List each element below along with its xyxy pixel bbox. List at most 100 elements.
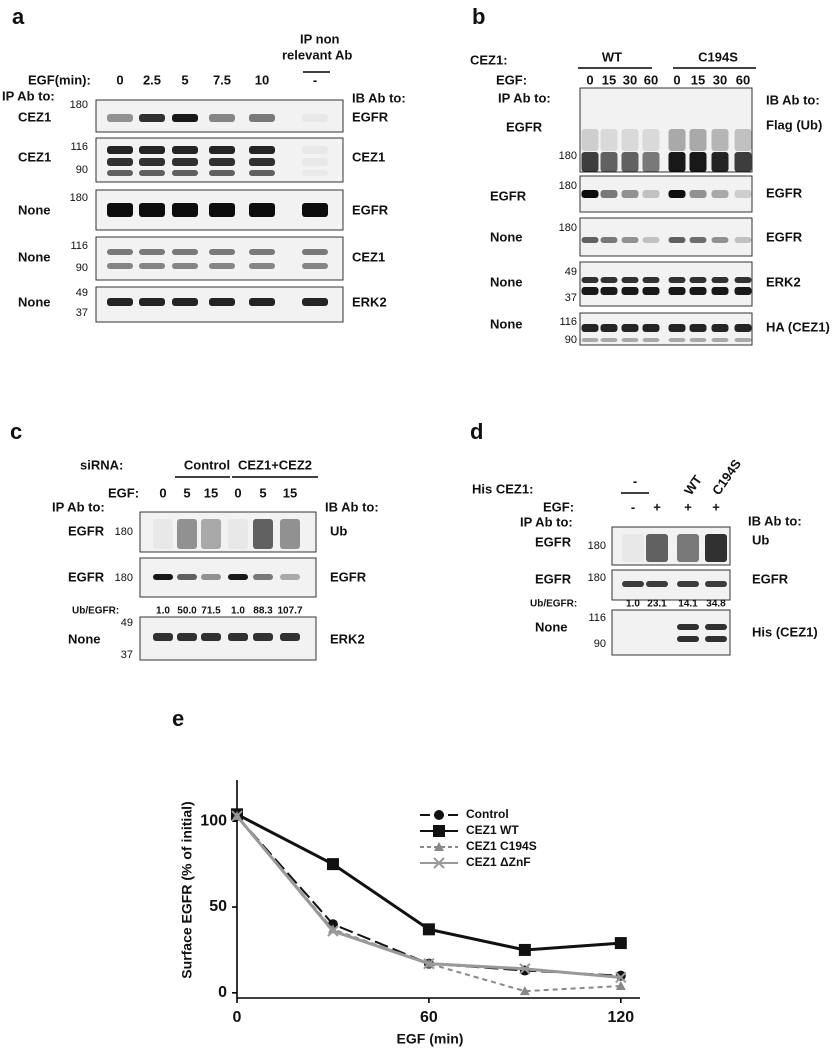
band [621,338,639,342]
band [668,324,686,332]
band [689,129,707,151]
label: EGFR [535,571,572,586]
band [280,519,300,549]
label: + [712,499,720,514]
label: 0 [234,485,241,500]
marker [518,943,531,956]
band [177,574,197,580]
band [280,633,300,641]
label: 23.1 [647,599,667,610]
band [668,287,686,295]
label: 90 [594,638,606,650]
band [600,152,618,172]
band [107,170,133,176]
band [177,633,197,641]
label: C194S [698,49,738,64]
band [302,298,328,306]
label: IB Ab to: [325,499,379,514]
label: EGF: [496,72,527,87]
blot [95,99,344,133]
band [139,114,165,122]
label: EGFR [68,569,105,584]
band [621,152,639,172]
band [668,338,686,342]
band [249,203,275,217]
band [172,203,198,217]
band [646,581,668,587]
label: 2.5 [143,72,161,87]
band [209,298,235,306]
band [228,519,248,549]
label: 30 [713,72,727,87]
label: EGFR [352,109,389,124]
label: - [313,72,317,87]
label: EGF(min): [28,72,91,87]
label: IP Ab to: [2,88,55,103]
label: c [10,419,22,444]
x-tick-label: 120 [607,1009,634,1026]
band [600,190,618,198]
band [302,146,328,154]
marker [433,857,445,869]
label: His (CEZ1) [752,624,818,639]
band [621,287,639,295]
label: CEZ1 [18,149,51,164]
band [302,158,328,166]
label: 60 [736,72,750,87]
label: 34.8 [706,599,726,610]
label: 15 [283,485,297,500]
label: None [490,229,523,244]
band [581,287,599,295]
label: IB Ab to: [352,90,406,105]
marker [326,858,339,871]
band [209,114,235,122]
band [600,338,618,342]
y-tick-label: 100 [200,812,227,829]
band [172,249,198,255]
band [280,574,300,580]
band [621,277,639,283]
marker [434,842,444,851]
band [201,574,221,580]
label: EGF: [543,499,574,514]
band [711,338,729,342]
band [642,237,660,243]
label: 10 [255,72,269,87]
band [668,152,686,172]
label: None [18,202,51,217]
label: His CEZ1: [472,481,533,496]
band [107,249,133,255]
label: 49 [121,617,133,629]
band [228,574,248,580]
label: 180 [559,150,577,162]
band [711,287,729,295]
label: CEZ1: [470,52,508,67]
marker [519,986,530,996]
band [177,519,197,549]
band [153,633,173,641]
label: 116 [588,612,606,624]
label: 180 [115,526,133,538]
band [201,633,221,641]
label: 90 [565,334,577,346]
band [734,152,752,172]
label: 14.1 [678,599,698,610]
band [734,237,752,243]
label: 37 [76,307,88,319]
band [302,263,328,269]
legend-label: CEZ1 ΔZnF [466,855,531,869]
label: CEZ1+CEZ2 [238,457,312,472]
label: 107.7 [277,606,302,617]
label: EGFR [490,188,527,203]
band [668,190,686,198]
label: None [18,249,51,264]
band [621,190,639,198]
label: EGFR [506,119,543,134]
series-line [235,815,621,979]
label: C194S [709,456,744,497]
band [711,277,729,283]
band [249,170,275,176]
band [107,203,133,217]
label: relevant Ab [282,47,352,62]
label: IP non [300,31,340,46]
